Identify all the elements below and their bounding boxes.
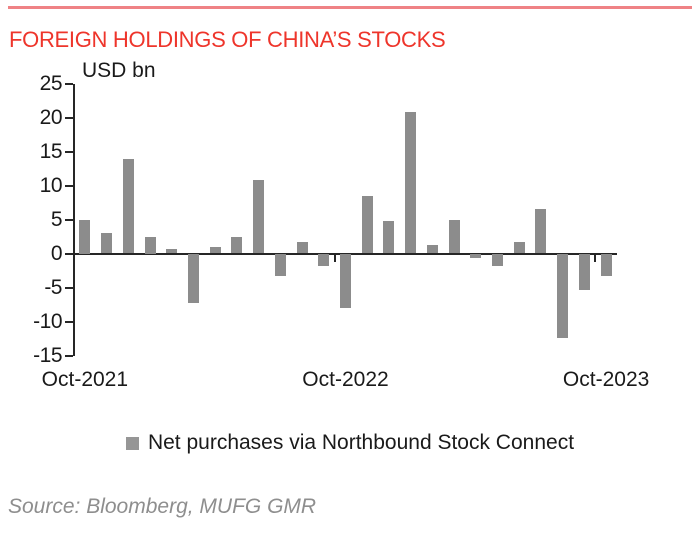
bar-Jun-2023: [513, 241, 525, 254]
top-border-rule: [8, 6, 692, 9]
y-axis-tick-label: 20: [39, 105, 63, 129]
y-axis-tick: [65, 82, 73, 85]
bar-Oct-2023: [600, 254, 612, 277]
x-axis-label-Oct-2022: Oct-2022: [302, 368, 389, 391]
bar-Dec-2021: [122, 158, 134, 254]
y-axis-line: [72, 83, 75, 356]
y-axis-tick-label: 0: [50, 241, 63, 265]
bar-Nov-2022: [361, 196, 373, 254]
y-axis-tick-label: 15: [39, 139, 63, 163]
bar-Sep-2023: [578, 254, 590, 291]
bar-Jun-2022: [253, 180, 265, 254]
y-axis-tick: [65, 252, 73, 255]
chart-title: FOREIGN HOLDINGS OF CHINA’S STOCKS: [9, 27, 446, 52]
bar-Jan-2023: [405, 112, 417, 254]
bar-May-2023: [492, 254, 504, 266]
x-axis-zero-line: [74, 252, 617, 255]
bar-Mar-2022: [187, 254, 199, 303]
y-axis-tick: [65, 116, 73, 119]
bar-Feb-2023: [426, 244, 438, 254]
legend-swatch-icon: [125, 436, 139, 450]
y-axis-tick-label: -10: [33, 309, 62, 333]
x-axis-tick: [594, 254, 597, 262]
y-axis-tick: [65, 320, 73, 323]
y-axis-tick-label: 25: [39, 71, 63, 95]
y-axis-tick-label: 10: [39, 173, 63, 197]
y-axis-unit-label: USD bn: [82, 59, 156, 82]
bar-Jul-2023: [535, 209, 547, 254]
bar-Apr-2023: [470, 254, 482, 259]
y-axis-tick: [65, 286, 73, 289]
bar-Feb-2022: [166, 249, 178, 254]
bar-Jan-2022: [144, 236, 156, 254]
legend: Net purchases via Northbound Stock Conne…: [0, 430, 700, 456]
y-axis-tick: [65, 150, 73, 153]
source-note: Source: Bloomberg, MUFG GMR: [8, 495, 317, 518]
bar-Nov-2021: [101, 233, 113, 254]
y-axis-tick: [65, 184, 73, 187]
bar-Mar-2023: [448, 220, 460, 254]
y-axis-tick-label: 5: [50, 207, 63, 231]
bar-Sep-2022: [318, 254, 330, 266]
bar-Oct-2022: [340, 254, 351, 309]
y-axis-tick-label: -5: [44, 275, 62, 299]
y-axis-tick: [65, 354, 73, 357]
y-axis-tick: [65, 218, 73, 221]
bar-Jul-2022: [274, 254, 286, 276]
x-axis-label-Oct-2023: Oct-2023: [562, 368, 650, 391]
y-axis-tick-label: -15: [33, 343, 62, 367]
x-axis-tick: [333, 254, 336, 262]
bar-Aug-2022: [296, 241, 308, 254]
bar-Oct-2021: [79, 219, 91, 254]
bar-Apr-2022: [209, 247, 221, 254]
bar-Aug-2023: [557, 254, 569, 339]
x-axis-label-Oct-2021: Oct-2021: [41, 368, 129, 391]
bar-May-2022: [231, 237, 243, 254]
bar-Dec-2022: [383, 220, 395, 254]
legend-label: Net purchases via Northbound Stock Conne…: [147, 431, 575, 454]
